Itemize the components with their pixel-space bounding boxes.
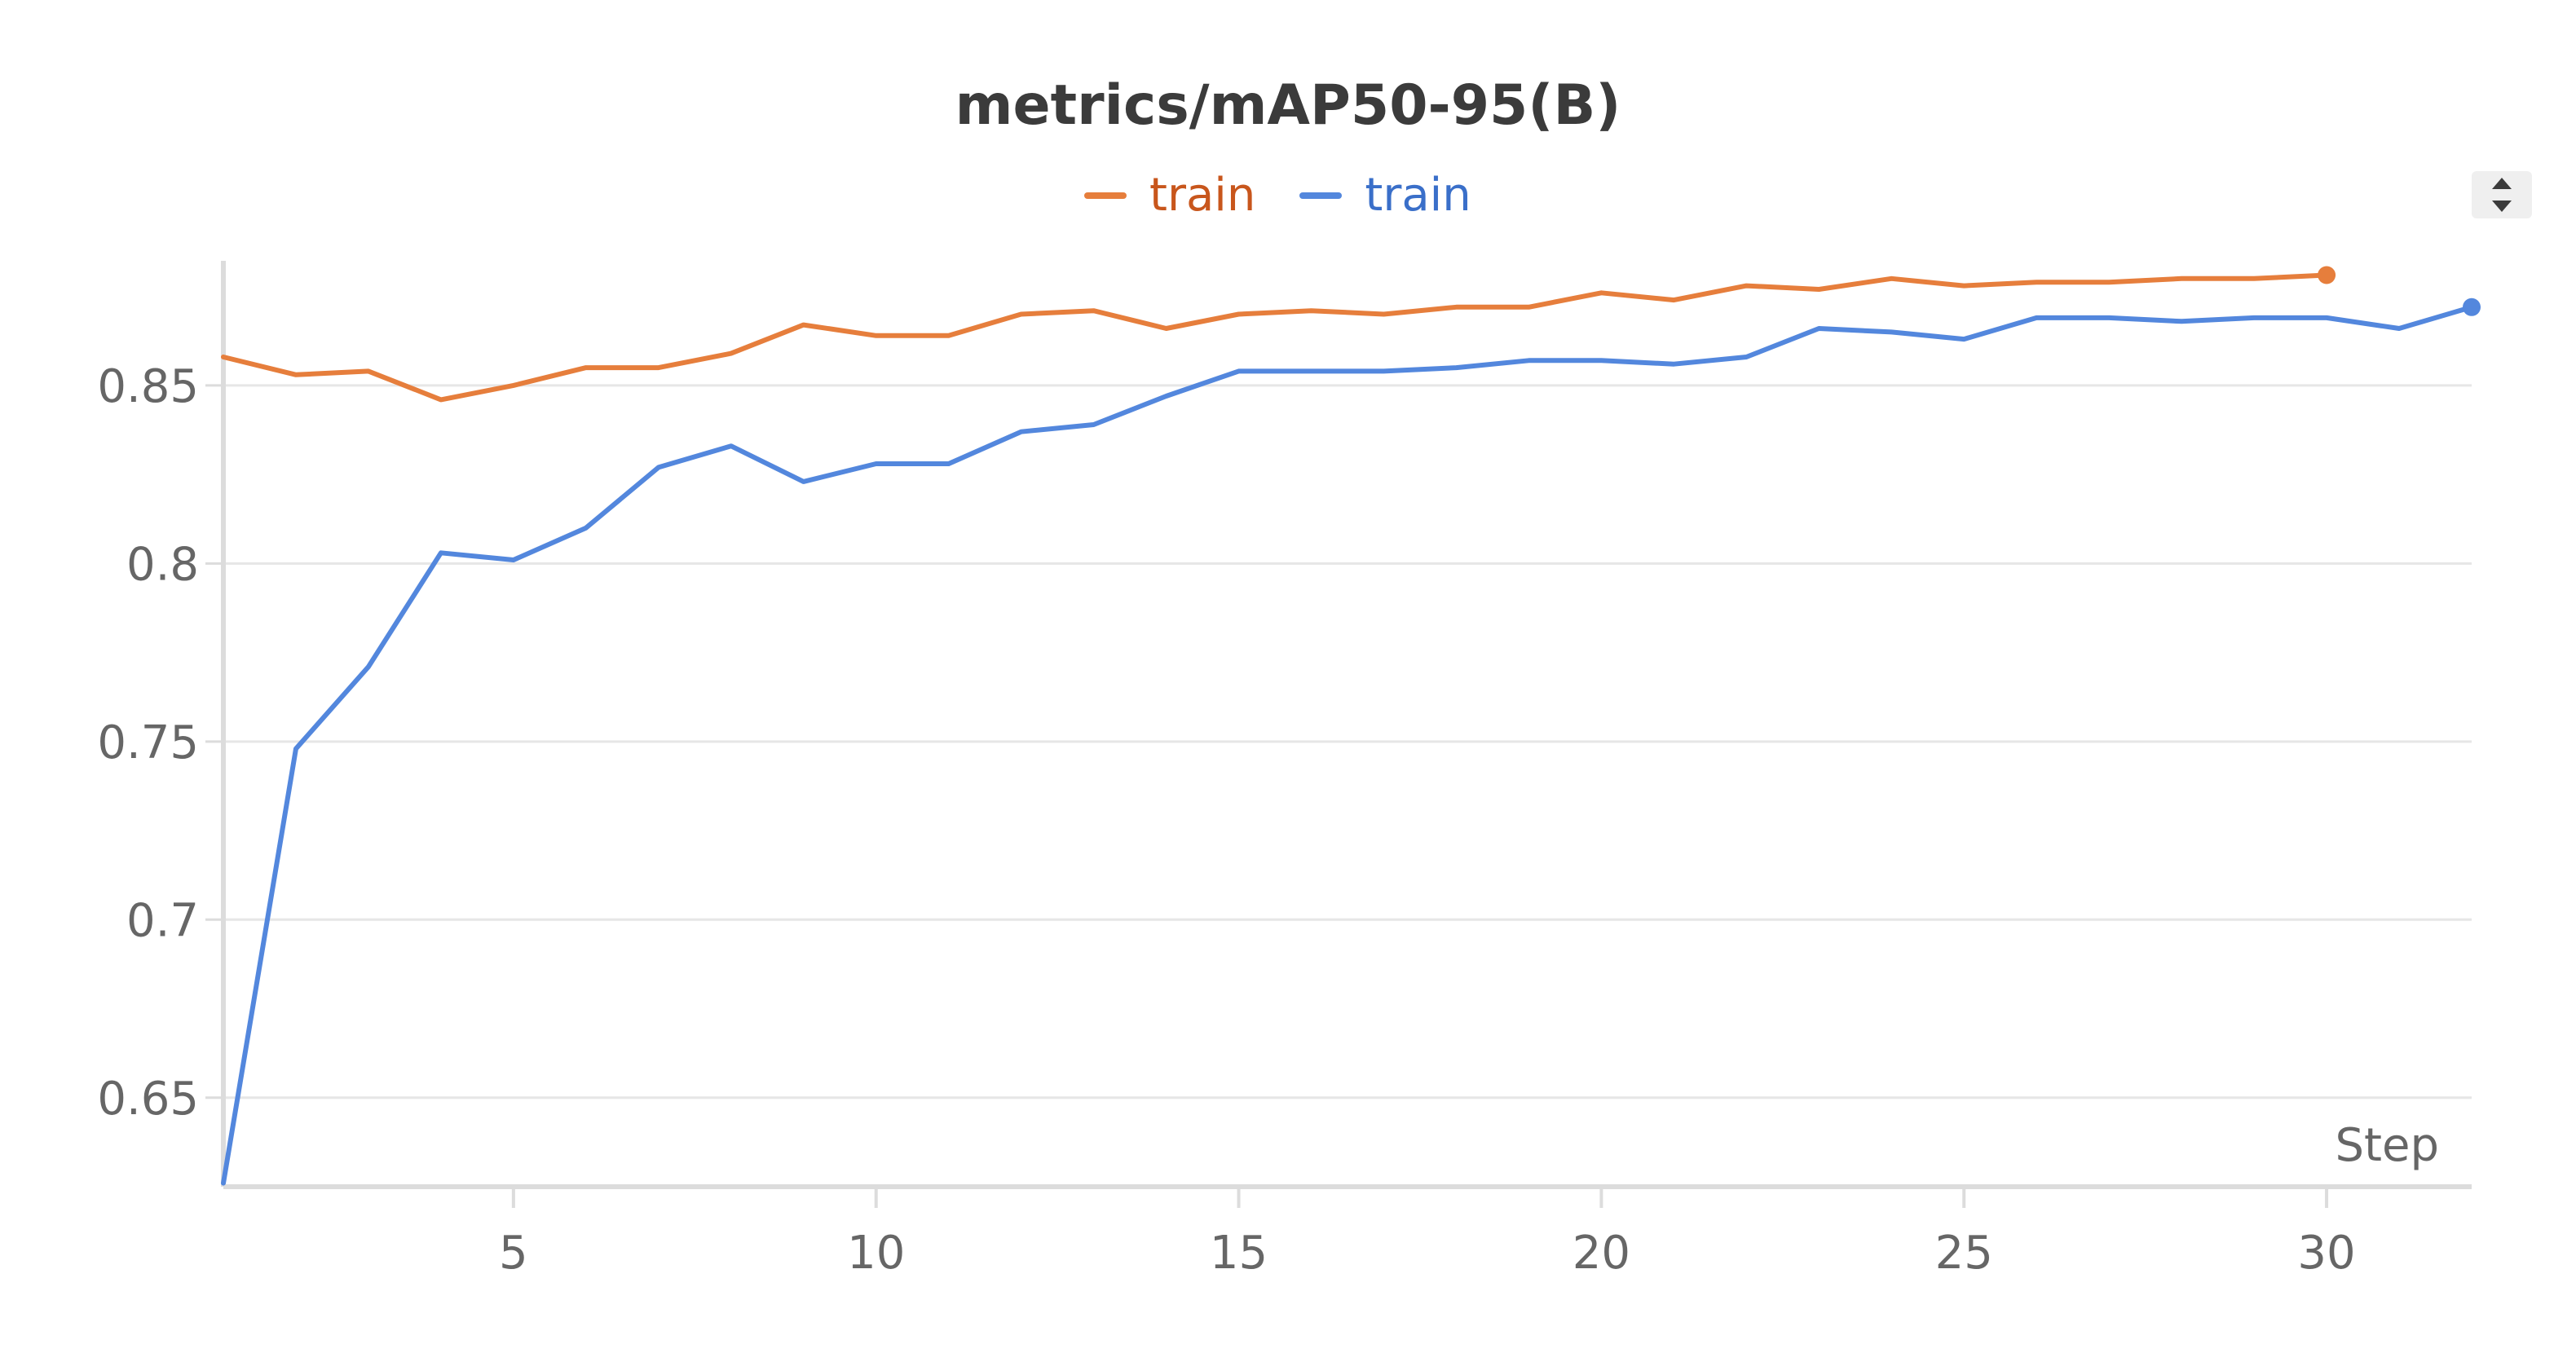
sort-arrows-icon: [2492, 178, 2512, 212]
series-end-point-2: [2463, 297, 2481, 316]
series-line-1: [221, 272, 2330, 403]
x-tick-label: 30: [2297, 1227, 2355, 1280]
y-tick-label: 0.8: [126, 538, 199, 591]
legend-scroll-button[interactable]: [2472, 171, 2532, 218]
legend-label: train: [1149, 169, 1256, 222]
series-line-2: [221, 304, 2474, 1186]
legend-item-2[interactable]: train: [1299, 173, 1471, 218]
series-end-point-1: [2318, 266, 2336, 284]
y-tick-label: 0.75: [97, 716, 199, 769]
legend-swatch: [1084, 192, 1127, 199]
y-tick-label: 0.7: [126, 894, 199, 947]
legend: train train: [1084, 173, 1515, 218]
legend-item-1[interactable]: train: [1084, 173, 1255, 218]
x-tick-label: 15: [1210, 1227, 1268, 1280]
chart-title: metrics/mAP50-95(B): [955, 73, 1621, 138]
x-tick-label: 5: [499, 1227, 528, 1280]
y-tick-label: 0.85: [97, 360, 199, 413]
x-tick-label: 25: [1935, 1227, 1993, 1280]
x-tick-label: 10: [847, 1227, 905, 1280]
x-tick-label: 20: [1573, 1227, 1630, 1280]
y-tick-label: 0.65: [97, 1073, 199, 1126]
legend-label: train: [1365, 169, 1471, 222]
legend-swatch: [1299, 192, 1343, 199]
x-axis-label: Step: [2335, 1119, 2439, 1172]
